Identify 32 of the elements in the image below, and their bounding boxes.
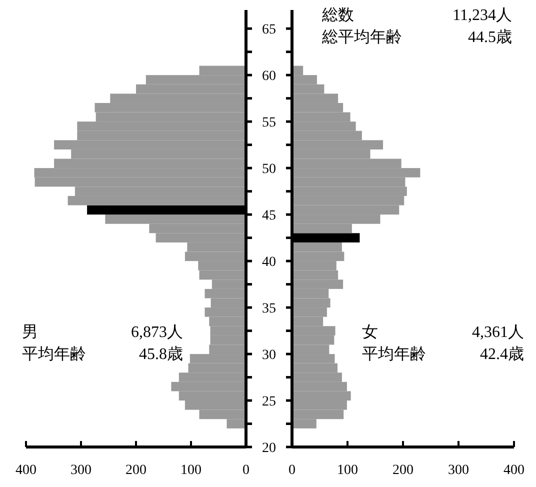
y-tick-label: 30: [262, 348, 276, 364]
x-tick-label: 0: [242, 463, 250, 478]
annotation: 44.5歳: [468, 28, 512, 46]
x-tick-label: 400: [16, 463, 36, 478]
annotation: 総数: [321, 7, 354, 24]
y-tick-label: 45: [262, 208, 276, 224]
annotation: 42.4歳: [480, 345, 524, 363]
annotation: 総平均年齢: [321, 28, 402, 46]
x-tick-label: 200: [126, 463, 146, 478]
x-tick-label: 400: [504, 463, 524, 478]
x-tick-label: 300: [448, 463, 469, 478]
annotation: 6,873人: [131, 324, 183, 341]
annotation: 45.8歳: [139, 345, 183, 363]
annotation: 4,361人: [472, 324, 524, 341]
x-tick-label: 100: [180, 463, 202, 478]
annotation: 男: [22, 324, 38, 341]
y-tick-label: 25: [262, 394, 276, 410]
y-tick-label: 60: [262, 69, 276, 84]
x-tick-label: 0: [288, 463, 296, 478]
x-tick-label: 300: [70, 463, 92, 478]
y-tick-label: 35: [262, 302, 276, 317]
y-tick-label: 65: [262, 22, 276, 38]
y-tick-label: 50: [262, 162, 276, 178]
x-tick-label: 100: [337, 463, 358, 478]
y-tick-label: 40: [262, 255, 276, 270]
y-tick-label: 20: [262, 441, 276, 456]
annotation: 11,234人: [452, 7, 512, 24]
annotation: 平均年齢: [22, 345, 86, 363]
x-tick-label: 200: [392, 463, 414, 478]
annotation: 女: [362, 324, 378, 341]
annotation: 平均年齢: [362, 345, 426, 363]
y-tick-label: 55: [262, 116, 276, 131]
